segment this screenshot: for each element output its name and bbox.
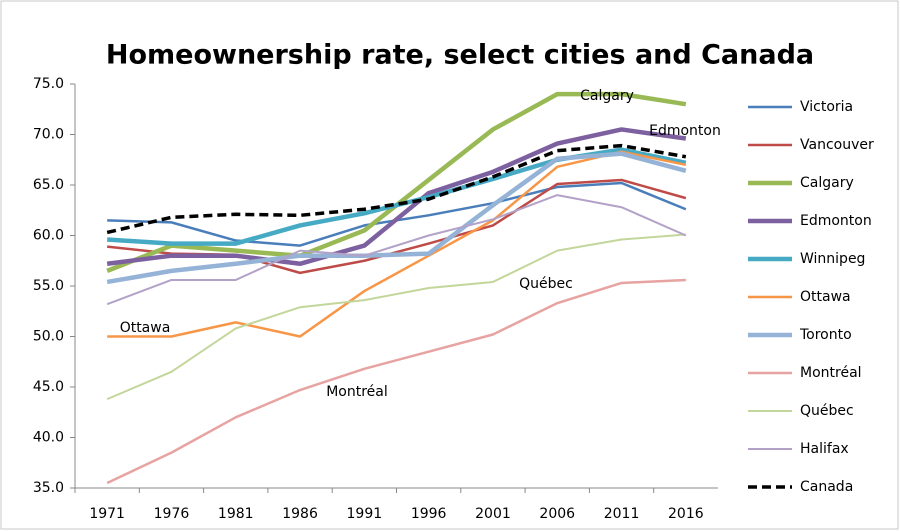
legend-label: Ottawa [800, 289, 851, 305]
y-tick-label: 70.0 [33, 127, 64, 143]
y-tick-label: 40.0 [33, 430, 64, 446]
x-tick-label: 1996 [411, 506, 447, 522]
y-tick-label: 55.0 [33, 278, 64, 294]
annotation: Ottawa [120, 320, 171, 336]
series-line [106, 278, 686, 485]
chart-title: Homeownership rate, select cities and Ca… [106, 40, 814, 71]
x-tick-label: 1976 [154, 506, 190, 522]
y-tick-label: 75.0 [33, 76, 64, 92]
legend-label: Winnipeg [800, 251, 865, 267]
series-line [107, 150, 687, 338]
x-tick-label: 1981 [218, 506, 254, 522]
annotation: Montréal [326, 384, 388, 400]
legend-label: Calgary [800, 175, 854, 191]
y-tick-label: 45.0 [33, 379, 64, 395]
series-line [106, 194, 687, 306]
series-line [106, 233, 686, 401]
series-line [106, 143, 687, 235]
series-line [106, 127, 687, 267]
y-tick-label: 65.0 [33, 177, 64, 193]
x-tick-label: 2006 [539, 506, 575, 522]
y-tick-label: 60.0 [33, 228, 64, 244]
x-tick-label: 1986 [282, 506, 318, 522]
legend-label: Vancouver [800, 137, 874, 153]
x-tick-label: 2001 [475, 506, 511, 522]
y-tick-label: 50.0 [33, 329, 64, 345]
legend-label: Montréal [800, 365, 862, 381]
legend-label: Québec [800, 403, 854, 419]
legend-label: Halifax [800, 441, 849, 457]
legend-label: Victoria [800, 99, 853, 115]
y-tick-label: 35.0 [33, 480, 64, 496]
x-tick-label: 1991 [347, 506, 383, 522]
annotation: Calgary [580, 88, 634, 104]
annotation: Québec [519, 276, 573, 292]
x-tick-label: 2011 [604, 506, 640, 522]
x-tick-label: 1971 [89, 506, 125, 522]
legend-label: Toronto [799, 327, 852, 343]
x-tick-label: 2016 [668, 506, 704, 522]
series-line [106, 151, 687, 285]
annotation: Edmonton [649, 123, 721, 139]
legend-label: Canada [800, 479, 853, 495]
legend-label: Edmonton [800, 213, 872, 229]
